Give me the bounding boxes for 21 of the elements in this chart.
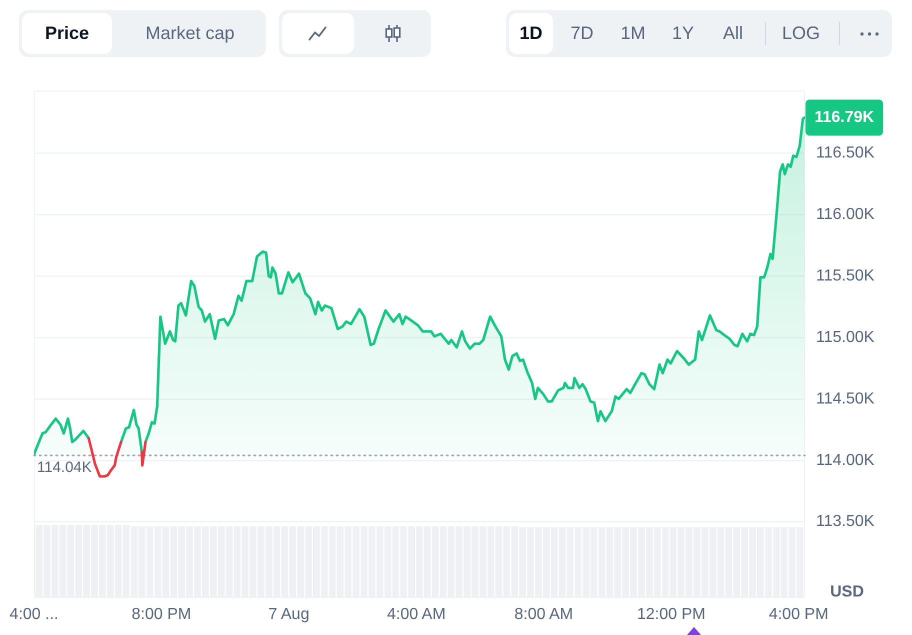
button-group: 1D 7D 1M 1Y All LOG [506,10,892,57]
x-tick-label: 12:00 PM [636,606,706,624]
y-tick-label: 114.50K [816,390,875,408]
x-tick-label: 4:00 PM [768,606,828,624]
x-tick-label: 4:00 ... [10,606,58,624]
ref-line-label: 114.04K [37,459,92,476]
y-tick-label: 115.00K [816,328,875,346]
button: 1D [509,13,553,54]
y-tick-label: 116.00K [816,206,875,224]
annotation: 116.79K [814,109,875,126]
y-tick-label: 116.50K [816,144,875,162]
x-tick-label: 8:00 PM [132,606,192,624]
y-tick-label: 114.00K [816,452,875,469]
x-tick-label: 8:00 AM [514,606,574,624]
y-tick-label: 115.50K [816,268,875,285]
x-tick-label: 4:00 AM [386,606,446,624]
x-tick-label: 7 Aug [268,606,310,624]
y-tick-label: 113.50K [816,513,875,530]
button-group: Price Market cap [19,10,266,57]
y-axis-title: USD [830,583,864,600]
button: Price [22,13,112,54]
